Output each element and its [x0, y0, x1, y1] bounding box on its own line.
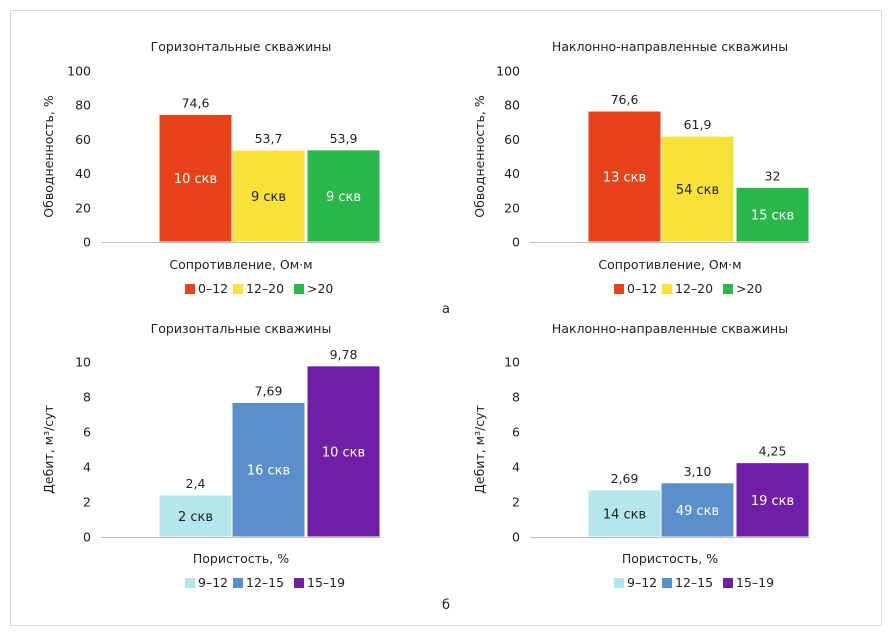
bar-3 [735, 462, 810, 538]
bar-value-label: 2,69 [611, 471, 639, 486]
panel-label-a: а [442, 302, 450, 317]
legend-label: 9–12 [627, 575, 657, 590]
y-tick-label: 0 [512, 235, 520, 250]
legend-swatch [233, 284, 243, 294]
legend-label: 12–15 [246, 575, 284, 590]
y-tick-label: 0 [512, 530, 520, 545]
bar-value-label: 32 [765, 168, 781, 183]
bar-3 [735, 186, 810, 243]
panel-label-b: б [442, 598, 450, 613]
y-tick-label: 60 [75, 132, 91, 147]
legend-label: 15–19 [307, 575, 345, 590]
bar-count-label: 19 скв [751, 494, 794, 509]
bar-count-label: 9 скв [326, 190, 361, 205]
y-tick-label: 6 [83, 425, 91, 440]
legend-label: 15–19 [736, 575, 774, 590]
y-tick-label: 10 [504, 355, 520, 370]
bar-value-label: 2,4 [186, 476, 206, 491]
chart-title: Наклонно-направленные скважины [552, 321, 788, 336]
legend-label: >20 [307, 281, 333, 296]
bar-count-label: 13 скв [603, 171, 646, 186]
y-tick-label: 0 [83, 530, 91, 545]
bar-value-label: 76,6 [611, 92, 639, 107]
legend-label: 0–12 [198, 281, 228, 296]
y-tick-label: 20 [504, 200, 520, 215]
legend-swatch [614, 284, 624, 294]
y-tick-label: 0 [83, 235, 91, 250]
bar-1 [587, 489, 662, 538]
charts-canvas: Горизонтальные скважины020406080100Обвод… [41, 39, 810, 613]
y-tick-label: 40 [75, 166, 91, 181]
legend-label: 12–20 [246, 281, 284, 296]
legend-label: 12–15 [675, 575, 713, 590]
legend-label: 12–20 [675, 281, 713, 296]
y-tick-label: 100 [67, 64, 91, 79]
legend-swatch [723, 578, 733, 588]
legend-swatch [185, 578, 195, 588]
bar-count-label: 15 скв [751, 209, 794, 224]
legend-swatch [662, 578, 672, 588]
y-tick-label: 6 [512, 425, 520, 440]
bar-count-label: 16 скв [247, 464, 290, 479]
y-tick-label: 60 [504, 132, 520, 147]
legend-label: 0–12 [627, 281, 657, 296]
bar-3 [306, 365, 381, 538]
bar-value-label: 9,78 [330, 347, 358, 362]
y-tick-label: 2 [83, 495, 91, 510]
chart-title: Наклонно-направленные скважины [552, 39, 788, 54]
bar-count-label: 49 скв [676, 504, 719, 519]
bar-count-label: 54 скв [676, 183, 719, 198]
x-axis-label: Пористость, % [193, 551, 289, 566]
y-tick-label: 4 [83, 460, 91, 475]
x-axis-label: Пористость, % [622, 551, 718, 566]
bar-value-label: 7,69 [255, 383, 283, 398]
bar-1 [158, 113, 233, 243]
y-tick-label: 40 [504, 166, 520, 181]
y-tick-label: 80 [504, 98, 520, 113]
y-tick-label: 4 [512, 460, 520, 475]
x-axis-label: Сопротивление, Ом·м [169, 257, 312, 272]
bar-3 [306, 149, 381, 243]
figure: Горизонтальные скважины 0 20 40 60 80 100 Обвод… [10, 10, 882, 626]
bar-value-label: 53,7 [255, 131, 283, 146]
y-tick-label: 80 [75, 98, 91, 113]
legend-swatch [185, 284, 195, 294]
bar-value-label: 61,9 [684, 117, 712, 132]
legend-label: >20 [736, 281, 762, 296]
y-axis-label: Дебит, м³/сут [41, 405, 56, 494]
y-tick-label: 8 [83, 390, 91, 405]
bar-count-label: 2 скв [178, 510, 213, 525]
bar-2 [660, 135, 735, 243]
y-axis-label: Дебит, м³/сут [472, 405, 487, 494]
y-tick-label: 20 [75, 200, 91, 215]
x-axis-label: Сопротивление, Ом·м [598, 257, 741, 272]
chart-title: Горизонтальные скважины [151, 321, 332, 336]
legend-label: 9–12 [198, 575, 228, 590]
legend-swatch [662, 284, 672, 294]
bar-value-label: 4,25 [759, 444, 787, 459]
bar-count-label: 10 скв [174, 172, 217, 187]
bar-1 [158, 494, 233, 538]
y-tick-label: 100 [496, 64, 520, 79]
y-tick-label: 2 [512, 495, 520, 510]
legend-swatch [614, 578, 624, 588]
y-axis-label: Обводненность, % [472, 95, 487, 218]
legend-swatch [294, 284, 304, 294]
bar-count-label: 14 скв [603, 507, 646, 522]
bar-count-label: 10 скв [322, 445, 365, 460]
chart-title: Горизонтальные скважины [151, 39, 332, 54]
bar-value-label: 74,6 [182, 95, 210, 110]
bar-count-label: 9 скв [251, 190, 286, 205]
bar-value-label: 3,10 [684, 464, 712, 479]
bar-value-label: 53,9 [330, 131, 358, 146]
legend-swatch [294, 578, 304, 588]
legend-swatch [723, 284, 733, 294]
bar-2 [231, 149, 306, 243]
y-axis-label: Обводненность, % [41, 95, 56, 218]
legend-swatch [233, 578, 243, 588]
y-tick-label: 10 [75, 355, 91, 370]
y-tick-label: 8 [512, 390, 520, 405]
